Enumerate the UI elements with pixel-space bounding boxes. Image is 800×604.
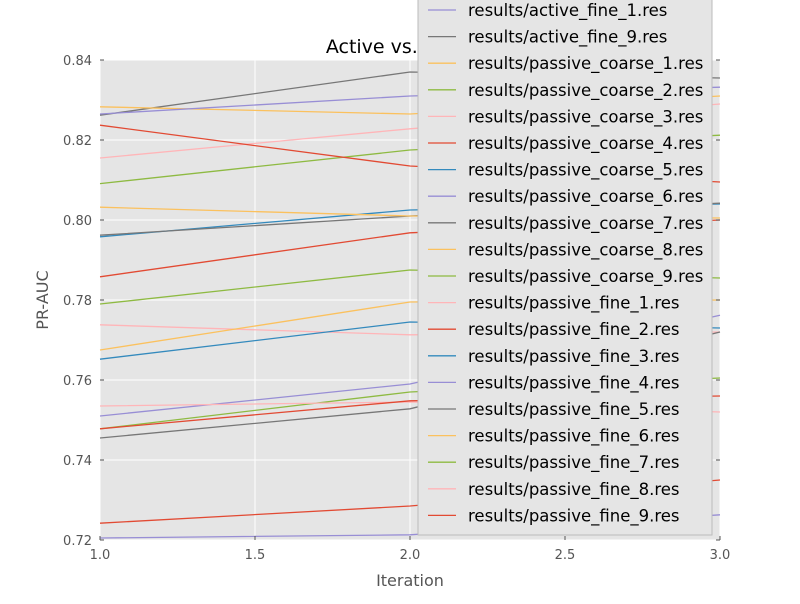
legend-entry: results/passive_coarse_6.res [468, 187, 703, 207]
x-tick-label: 2.5 [555, 548, 576, 563]
legend-entry: results/passive_coarse_1.res [468, 54, 703, 74]
legend-entry: results/active_fine_1.res [468, 1, 667, 21]
y-tick-label: 0.74 [63, 454, 92, 469]
y-tick-label: 0.78 [63, 294, 92, 309]
x-axis-label: Iteration [376, 571, 444, 590]
y-tick-label: 0.84 [63, 54, 92, 69]
y-tick-label: 0.80 [63, 214, 92, 229]
legend-box [417, 0, 713, 536]
y-tick-label: 0.82 [63, 134, 92, 149]
legend-entry: results/passive_fine_1.res [468, 294, 680, 314]
legend-entry: results/passive_fine_4.res [468, 373, 680, 393]
y-tick-label: 0.76 [63, 374, 92, 389]
legend-entry: results/passive_coarse_9.res [468, 267, 703, 287]
legend: results/active_fine_1.res results/active_… [417, 0, 713, 536]
y-axis-label: PR-AUC [33, 270, 52, 329]
legend-entry: results/passive_fine_8.res [468, 480, 680, 500]
legend-entry: results/passive_fine_6.res [468, 427, 680, 447]
legend-entry: results/passive_fine_2.res [468, 320, 680, 340]
y-tick-label: 0.72 [63, 534, 92, 549]
legend-entry: results/passive_fine_9.res [468, 506, 680, 526]
legend-entry: results/passive_coarse_8.res [468, 240, 703, 260]
x-tick-label: 2.0 [400, 548, 421, 563]
legend-entry: results/passive_fine_5.res [468, 400, 680, 420]
axis-ticks: 1.0 1.5 2.0 2.5 3.0 0.72 0.74 0.76 0.78 0.80 0.82 0… [63, 54, 730, 563]
legend-entry: results/active_fine_9.res [468, 28, 667, 48]
x-tick-label: 3.0 [710, 548, 731, 563]
legend-entry: results/passive_coarse_3.res [468, 107, 703, 127]
legend-entry: results/passive_coarse_4.res [468, 134, 703, 154]
legend-entry: results/passive_coarse_2.res [468, 81, 703, 101]
legend-entry: results/passive_fine_7.res [468, 453, 680, 473]
legend-entry: results/passive_coarse_5.res [468, 161, 703, 181]
x-tick-label: 1.5 [245, 548, 266, 563]
x-tick-label: 1.0 [90, 548, 111, 563]
legend-entry: results/passive_coarse_7.res [468, 214, 703, 234]
legend-entry: results/passive_fine_3.res [468, 347, 680, 367]
